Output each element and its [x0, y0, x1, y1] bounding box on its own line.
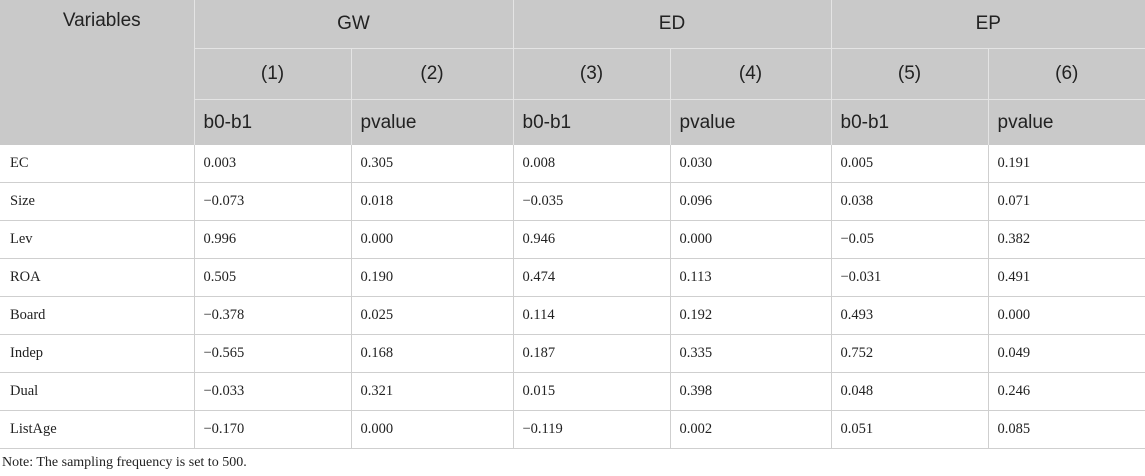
pvalue-cell: 0.191 — [987, 145, 1145, 183]
row-label: Size — [0, 182, 194, 221]
pvalue-cell: 0.085 — [987, 410, 1145, 449]
pvalue-cell: 0.000 — [350, 220, 513, 259]
table-header: Variables GW ED EP (1) (2) (3) (4) (5) (… — [0, 0, 1145, 145]
header-row-stats: b0-b1 pvalue b0-b1 pvalue b0-b1 pvalue — [0, 99, 1145, 145]
header-row-groups: Variables GW ED EP — [0, 0, 1145, 145]
pvalue-cell: 0.000 — [669, 220, 831, 259]
coef-cell: −0.035 — [512, 182, 670, 221]
coef-cell: −0.378 — [193, 296, 351, 335]
pvalue-cell: 0.246 — [987, 372, 1145, 411]
pvalue-cell: 0.002 — [669, 410, 831, 449]
coef-cell: 0.008 — [512, 145, 670, 183]
row-label: EC — [0, 145, 194, 183]
table-row: Board −0.378 0.025 0.114 0.192 0.493 0.000 — [0, 296, 1145, 335]
pvalue-cell: 0.030 — [669, 145, 831, 183]
model-number-3: (3) — [512, 48, 670, 100]
pvalue-cell: 0.382 — [987, 220, 1145, 259]
table-row: Size −0.073 0.018 −0.035 0.096 0.038 0.071 — [0, 182, 1145, 221]
group-header-ep: EP — [830, 0, 1145, 49]
coef-cell: −0.05 — [830, 220, 988, 259]
group-header-gw: GW — [193, 0, 513, 49]
coef-cell: 0.051 — [830, 410, 988, 449]
pvalue-cell: 0.305 — [350, 145, 513, 183]
pvalue-cell: 0.000 — [987, 296, 1145, 335]
coef-cell: −0.119 — [512, 410, 670, 449]
coef-cell: −0.073 — [193, 182, 351, 221]
coef-cell: −0.170 — [193, 410, 351, 449]
coef-cell: 0.505 — [193, 258, 351, 297]
pvalue-cell: 0.190 — [350, 258, 513, 297]
coef-cell: 0.015 — [512, 372, 670, 411]
coef-cell: 0.187 — [512, 334, 670, 373]
coef-cell: 0.752 — [830, 334, 988, 373]
table-note: Note: The sampling frequency is set to 5… — [2, 455, 247, 470]
coef-cell: 0.005 — [830, 145, 988, 183]
row-label: Dual — [0, 372, 194, 411]
table-row: Dual −0.033 0.321 0.015 0.398 0.048 0.246 — [0, 372, 1145, 411]
table-row: ListAge −0.170 0.000 −0.119 0.002 0.051 0.085 — [0, 410, 1145, 449]
stat-label-3: b0-b1 — [512, 99, 670, 145]
pvalue-cell: 0.025 — [350, 296, 513, 335]
stat-label-4: pvalue — [669, 99, 831, 145]
coef-cell: 0.946 — [512, 220, 670, 259]
coef-cell: −0.565 — [193, 334, 351, 373]
model-number-5: (5) — [830, 48, 988, 100]
coef-cell: 0.038 — [830, 182, 988, 221]
table-row: Indep −0.565 0.168 0.187 0.335 0.752 0.049 — [0, 334, 1145, 373]
pvalue-cell: 0.018 — [350, 182, 513, 221]
stat-label-2: pvalue — [350, 99, 513, 145]
pvalue-cell: 0.049 — [987, 334, 1145, 373]
row-label: ROA — [0, 258, 194, 297]
variables-header: Variables — [0, 0, 194, 145]
row-label: Lev — [0, 220, 194, 259]
row-label: Board — [0, 296, 194, 335]
row-label: ListAge — [0, 410, 194, 449]
results-table: Variables GW ED EP (1) (2) (3) (4) (5) (… — [0, 0, 1145, 449]
coef-cell: 0.003 — [193, 145, 351, 183]
model-number-2: (2) — [350, 48, 513, 100]
coef-cell: 0.114 — [512, 296, 670, 335]
pvalue-cell: 0.071 — [987, 182, 1145, 221]
stat-label-6: pvalue — [987, 99, 1145, 145]
pvalue-cell: 0.491 — [987, 258, 1145, 297]
group-header-ed: ED — [512, 0, 831, 49]
table-row: ROA 0.505 0.190 0.474 0.113 −0.031 0.491 — [0, 258, 1145, 297]
pvalue-cell: 0.113 — [669, 258, 831, 297]
header-row-models: (1) (2) (3) (4) (5) (6) — [0, 48, 1145, 100]
table-body: EC 0.003 0.305 0.008 0.030 0.005 0.191 Size −0.0… — [0, 145, 1145, 449]
stat-label-5: b0-b1 — [830, 99, 988, 145]
model-number-4: (4) — [669, 48, 831, 100]
coef-cell: 0.996 — [193, 220, 351, 259]
pvalue-cell: 0.398 — [669, 372, 831, 411]
table-row: EC 0.003 0.305 0.008 0.030 0.005 0.191 — [0, 145, 1145, 183]
coef-cell: −0.033 — [193, 372, 351, 411]
pvalue-cell: 0.335 — [669, 334, 831, 373]
coef-cell: 0.474 — [512, 258, 670, 297]
table-row: Lev 0.996 0.000 0.946 0.000 −0.05 0.382 — [0, 220, 1145, 259]
coef-cell: 0.048 — [830, 372, 988, 411]
model-number-6: (6) — [987, 48, 1145, 100]
pvalue-cell: 0.096 — [669, 182, 831, 221]
pvalue-cell: 0.192 — [669, 296, 831, 335]
pvalue-cell: 0.000 — [350, 410, 513, 449]
stat-label-1: b0-b1 — [193, 99, 351, 145]
coef-cell: −0.031 — [830, 258, 988, 297]
coef-cell: 0.493 — [830, 296, 988, 335]
pvalue-cell: 0.321 — [350, 372, 513, 411]
pvalue-cell: 0.168 — [350, 334, 513, 373]
model-number-1: (1) — [193, 48, 351, 100]
row-label: Indep — [0, 334, 194, 373]
